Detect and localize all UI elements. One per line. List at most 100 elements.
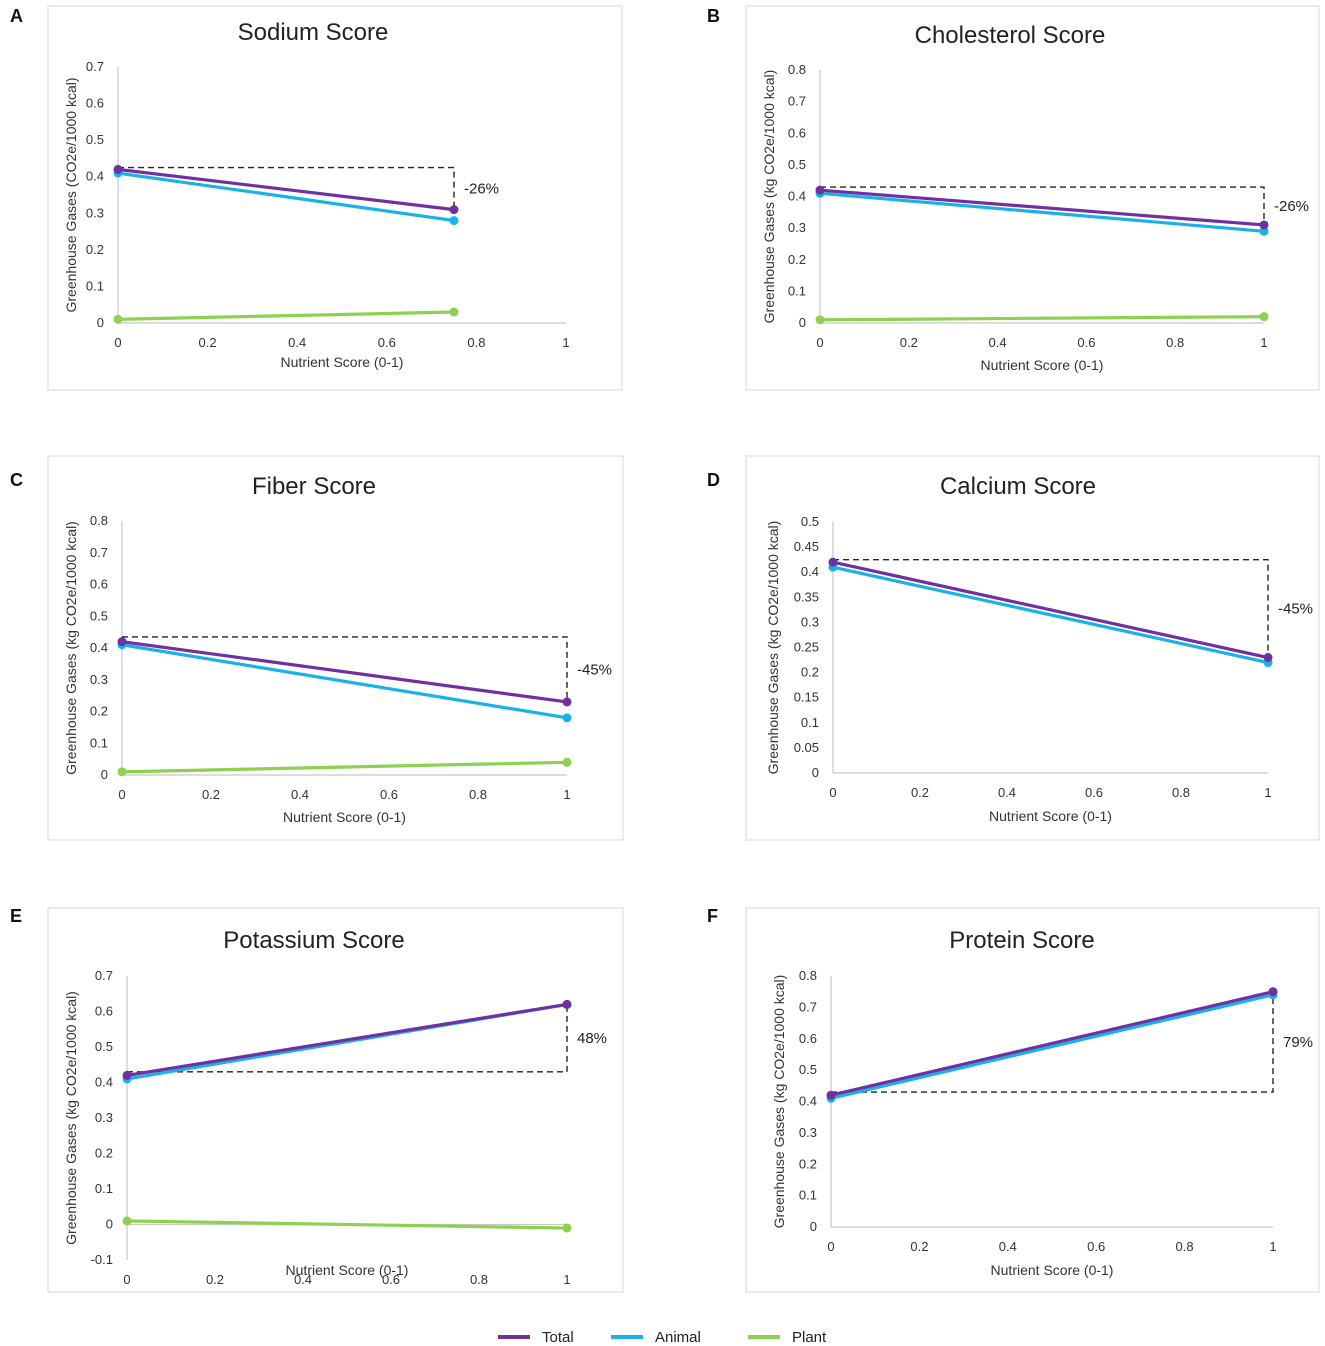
y-tick-label: 0.6: [90, 577, 108, 592]
chart-panel-f: F Protein Score 0 0.1 0.2 0.3 0.4 0.5 0.6 0.7 0.8 0…: [707, 906, 1320, 1293]
x-axis-label: Nutrient Score (0-1): [991, 1262, 1114, 1278]
y-tick-label: 0.2: [788, 252, 806, 267]
chart-frame: [745, 455, 1320, 841]
y-tick-label: 0.3: [86, 205, 104, 220]
y-tick-label: 0.1: [801, 715, 819, 730]
x-axis-label: Nutrient Score (0-1): [283, 809, 406, 825]
chart-frame: [745, 5, 1320, 391]
series-line-plant: [126, 1219, 568, 1230]
data-point-total: [826, 1090, 836, 1100]
y-tick-label: 0.3: [95, 1110, 113, 1125]
panel-letter: A: [10, 6, 23, 26]
y-tick-label: 0.8: [788, 62, 806, 77]
x-tick-label: 0.2: [900, 335, 918, 350]
data-point-animal: [1259, 226, 1269, 236]
data-point-total: [1268, 987, 1278, 997]
x-tick-label: 0.8: [1166, 335, 1184, 350]
chart-panel-b: B Cholesterol Score 0 0.1 0.2 0.3 0.4 0.5 0.6 0.7…: [707, 5, 1320, 391]
x-tick-label: 0.4: [989, 335, 1007, 350]
y-tick-label: 0: [812, 765, 819, 780]
y-tick-label: 0.5: [95, 1039, 113, 1054]
x-tick-label: 1: [562, 335, 569, 350]
chart-title: Calcium Score: [940, 473, 1096, 500]
panel-letter: B: [707, 6, 720, 26]
y-axis-label: Greenhouse Gases (kg CO2e/1000 kcal): [63, 521, 79, 775]
y-tick-label: 0.05: [794, 740, 819, 755]
chart-title: Protein Score: [949, 927, 1094, 954]
chart-panel-d: D Calcium Score 0 0.05 0.1 0.15 0.2 0.25 0.3 0.35…: [707, 455, 1320, 841]
chart-frame: [47, 907, 624, 1293]
data-point-total: [828, 557, 838, 567]
y-tick-label: 0.5: [799, 1062, 817, 1077]
x-tick-label: 0.2: [206, 1272, 224, 1287]
x-tick-label: 1: [563, 787, 570, 802]
data-point-total: [113, 164, 123, 174]
legend-label-plant: Plant: [792, 1329, 827, 1346]
change-label: 79%: [1283, 1034, 1313, 1051]
y-tick-label: 0.6: [95, 1004, 113, 1019]
x-axis-label: Nutrient Score (0-1): [286, 1262, 409, 1278]
x-axis-label: Nutrient Score (0-1): [989, 808, 1112, 824]
data-point-plant: [1259, 312, 1269, 322]
series-line-animal: [117, 171, 455, 223]
series-line-plant: [117, 310, 455, 321]
y-tick-label: 0: [799, 315, 806, 330]
chart-panel-e: E Potassium Score -0.1 0 0.1 0.2 0.3 0.4 0.5 0.6 0…: [10, 906, 624, 1293]
y-tick-label: 0.7: [90, 545, 108, 560]
legend-label-total: Total: [542, 1329, 574, 1346]
x-tick-label: 0.4: [288, 335, 306, 350]
y-tick-label: 0.7: [86, 59, 104, 74]
x-tick-label: 0: [114, 335, 121, 350]
change-label: -26%: [464, 181, 499, 198]
y-tick-label: 0.2: [801, 665, 819, 680]
x-tick-label: 1: [1264, 785, 1271, 800]
x-tick-label: 0: [123, 1272, 130, 1287]
series-line-animal: [830, 993, 1274, 1100]
series-line-total: [832, 560, 1269, 660]
y-tick-label: 0.6: [788, 125, 806, 140]
x-tick-label: 0.2: [910, 1239, 928, 1254]
y-tick-label: 0.7: [95, 968, 113, 983]
x-tick-label: 0.6: [1087, 1239, 1105, 1254]
y-tick-label: 0.4: [799, 1094, 817, 1109]
panel-letter: D: [707, 470, 720, 490]
y-tick-label: 0.1: [86, 278, 104, 293]
x-tick-label: 0.6: [1085, 785, 1103, 800]
change-bracket: [118, 166, 455, 210]
data-point-total: [122, 1070, 132, 1080]
y-tick-label: 0.3: [799, 1125, 817, 1140]
data-point-plant: [122, 1216, 132, 1226]
y-tick-label: 0.4: [95, 1075, 113, 1090]
y-axis-label: Greenhouse Gases (CO2e/1000 kcal): [63, 77, 79, 312]
x-tick-label: 0.6: [378, 335, 396, 350]
y-tick-label: 0.1: [90, 735, 108, 750]
x-tick-label: 0.2: [911, 785, 929, 800]
panel-letter: E: [10, 906, 22, 926]
legend-label-animal: Animal: [655, 1329, 701, 1346]
change-label: -26%: [1274, 198, 1309, 215]
series-line-total: [121, 640, 568, 704]
series-line-plant: [819, 315, 1265, 322]
chart-title: Fiber Score: [252, 473, 376, 500]
y-axis-label: Greenhouse Gases (kg CO2e/1000 kcal): [63, 991, 79, 1245]
y-tick-label: -0.1: [91, 1252, 113, 1267]
series-line-total: [117, 167, 455, 212]
change-label: 48%: [577, 1030, 607, 1047]
y-tick-label: 0.3: [788, 220, 806, 235]
x-tick-label: 0.8: [467, 335, 485, 350]
y-tick-label: 0.6: [799, 1031, 817, 1046]
change-bracket: [127, 1004, 568, 1073]
y-tick-label: 0: [810, 1219, 817, 1234]
data-point-animal: [449, 216, 459, 226]
data-point-plant: [815, 315, 825, 325]
x-tick-label: 1: [563, 1272, 570, 1287]
change-bracket: [833, 558, 1269, 658]
data-point-total: [117, 637, 127, 647]
series-line-animal: [832, 565, 1269, 665]
y-axis-label: Greenhouse Gases (kg CO2e/1000 kcal): [765, 521, 781, 775]
y-tick-label: 0.8: [799, 968, 817, 983]
x-tick-label: 0.6: [382, 1272, 400, 1287]
y-tick-label: 0.3: [801, 614, 819, 629]
y-tick-label: 0.4: [801, 564, 819, 579]
